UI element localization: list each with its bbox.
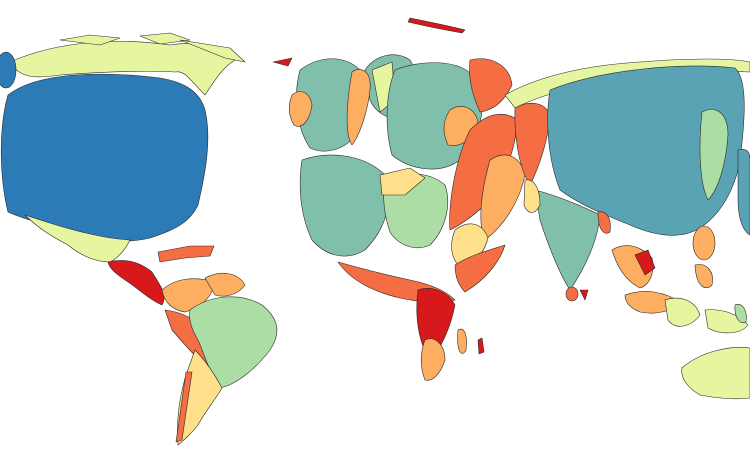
usa xyxy=(0,73,209,242)
central-asia xyxy=(514,102,551,186)
southern-africa xyxy=(420,338,446,381)
india xyxy=(534,189,601,291)
china xyxy=(547,65,745,236)
central-america xyxy=(107,260,165,306)
madagascar xyxy=(457,328,467,354)
japan xyxy=(699,109,729,201)
iberia xyxy=(288,91,313,127)
venezuela xyxy=(204,272,246,297)
arabia xyxy=(480,154,526,241)
canada xyxy=(9,41,236,96)
pakistan xyxy=(523,179,541,213)
korea xyxy=(692,225,716,261)
sahel xyxy=(379,167,426,196)
new-zealand xyxy=(734,304,747,323)
papua xyxy=(704,309,749,334)
greenland-strip xyxy=(407,17,466,34)
vietnam xyxy=(634,249,656,276)
australia xyxy=(681,347,750,400)
horn-africa xyxy=(454,244,506,293)
uk xyxy=(346,69,371,146)
west-africa-region xyxy=(299,154,390,257)
alaska xyxy=(0,51,17,89)
brazil xyxy=(189,296,278,389)
arctic-islands xyxy=(59,32,246,63)
philippines xyxy=(694,264,713,289)
islands xyxy=(272,57,589,355)
east-edge xyxy=(737,149,750,236)
bangladesh xyxy=(597,211,611,234)
chile xyxy=(175,371,193,443)
east-europe xyxy=(469,58,513,113)
caribbean xyxy=(157,245,215,263)
sri-lanka xyxy=(565,286,579,302)
malaysia xyxy=(664,297,701,327)
